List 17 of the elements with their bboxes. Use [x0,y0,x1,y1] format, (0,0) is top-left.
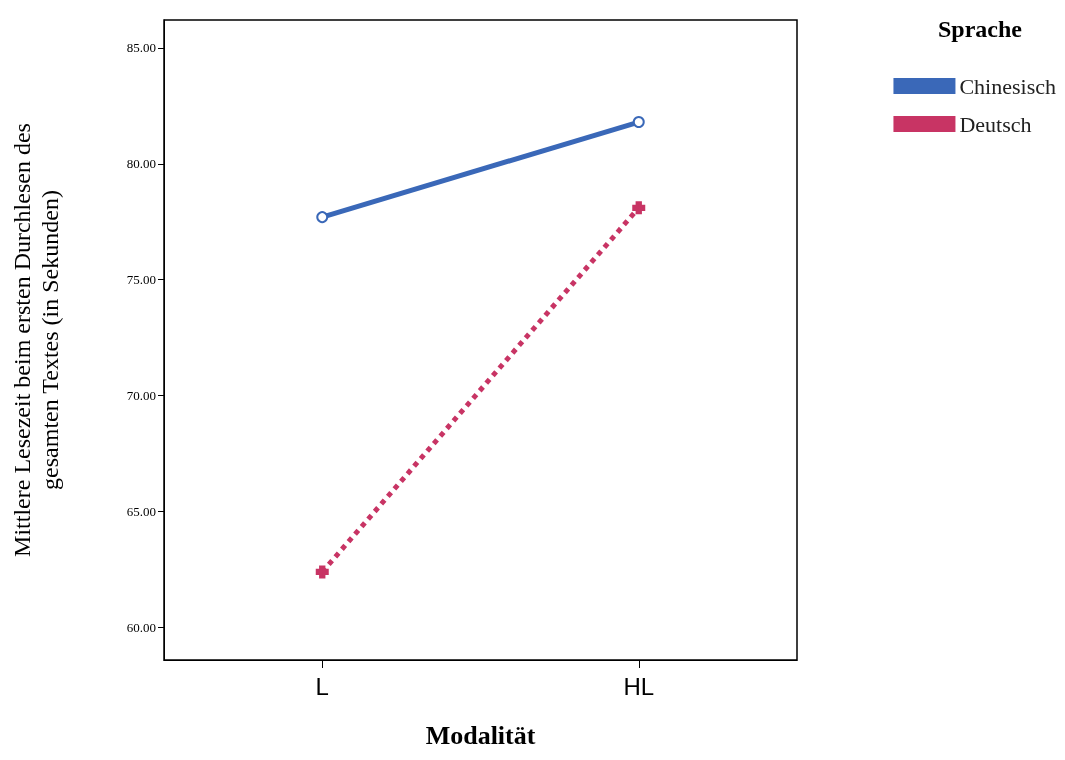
x-tick-label: L [315,672,329,700]
x-axis-title: Modalität [425,720,536,750]
point [632,201,646,215]
legend-label: Chinesisch [959,73,1057,99]
point [316,211,329,224]
y-tick-label: 80.00 [126,156,156,172]
y-axis-title: Mittlere Lesezeit beim ersten Durchlesen des gesamten Textes (in Sekunden) [9,123,63,557]
point [632,116,645,129]
y-tick-label: 85.00 [126,40,156,56]
point [315,565,329,579]
legend-label: Deutsch [959,111,1032,137]
y-tick-label: 65.00 [126,504,156,520]
x-tick-label: HL [623,672,655,700]
y-tick-label: 70.00 [126,388,156,404]
legend-title: Sprache [938,16,1023,42]
y-tick-label: 75.00 [126,272,156,288]
y-tick-label: 60.00 [126,620,156,636]
